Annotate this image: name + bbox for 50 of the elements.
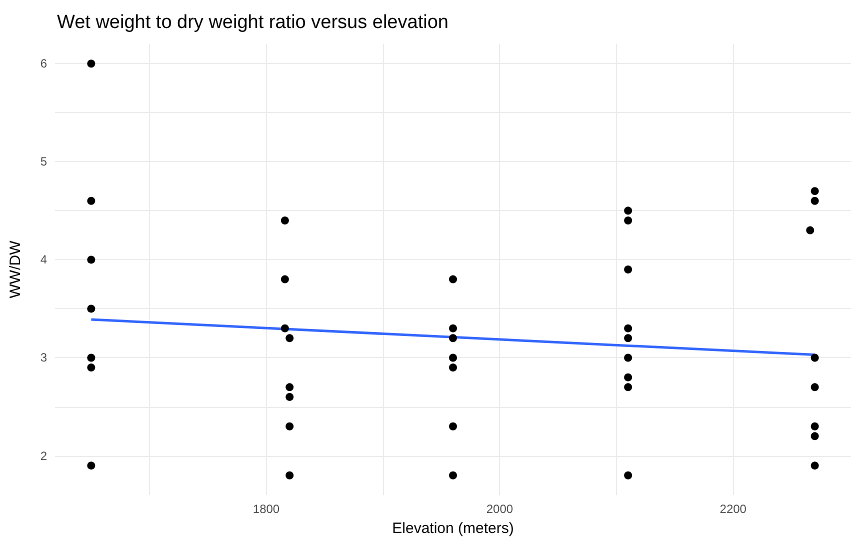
point: [280, 324, 289, 332]
point: [624, 324, 632, 332]
point: [810, 383, 819, 392]
x-tick-label: 2000: [486, 502, 514, 516]
point: [87, 304, 96, 313]
point: [810, 354, 819, 362]
point: [286, 392, 294, 401]
point: [806, 226, 814, 234]
point: [624, 216, 632, 224]
y-tick-label: 5: [40, 154, 48, 169]
point: [810, 196, 819, 205]
point: [449, 354, 457, 362]
point: [286, 471, 294, 480]
point: [624, 266, 632, 274]
point: [810, 187, 819, 196]
y-axis-title: WW/DW: [7, 240, 24, 298]
point: [624, 354, 632, 362]
point: [810, 462, 819, 470]
point: [87, 256, 96, 264]
point: [624, 373, 632, 382]
point: [810, 422, 819, 430]
point: [810, 432, 819, 440]
point: [286, 383, 294, 392]
point: [449, 324, 457, 332]
point: [449, 422, 457, 430]
point: [280, 275, 289, 284]
point: [449, 364, 457, 372]
point: [624, 471, 632, 480]
point: [87, 60, 96, 68]
point: [87, 364, 96, 372]
point: [280, 216, 289, 224]
y-tick-label: 6: [40, 56, 48, 71]
x-tick-label: 1800: [252, 502, 280, 516]
point: [87, 462, 96, 470]
y-tick-label: 3: [40, 350, 48, 365]
point: [87, 354, 96, 362]
point: [624, 383, 632, 392]
point: [286, 334, 294, 342]
y-tick-label: 2: [40, 448, 48, 463]
y-tick-label: 4: [40, 252, 48, 267]
point: [624, 206, 632, 215]
point: [624, 334, 632, 342]
chart-title: Wet weight to dry weight ratio versus elevation: [57, 12, 448, 33]
point: [87, 196, 96, 205]
point: [286, 422, 294, 430]
point: [449, 275, 457, 284]
point: [449, 334, 457, 342]
x-axis-title: Elevation (meters): [392, 520, 514, 537]
point: [449, 471, 457, 480]
x-tick-label: 2200: [720, 502, 747, 516]
